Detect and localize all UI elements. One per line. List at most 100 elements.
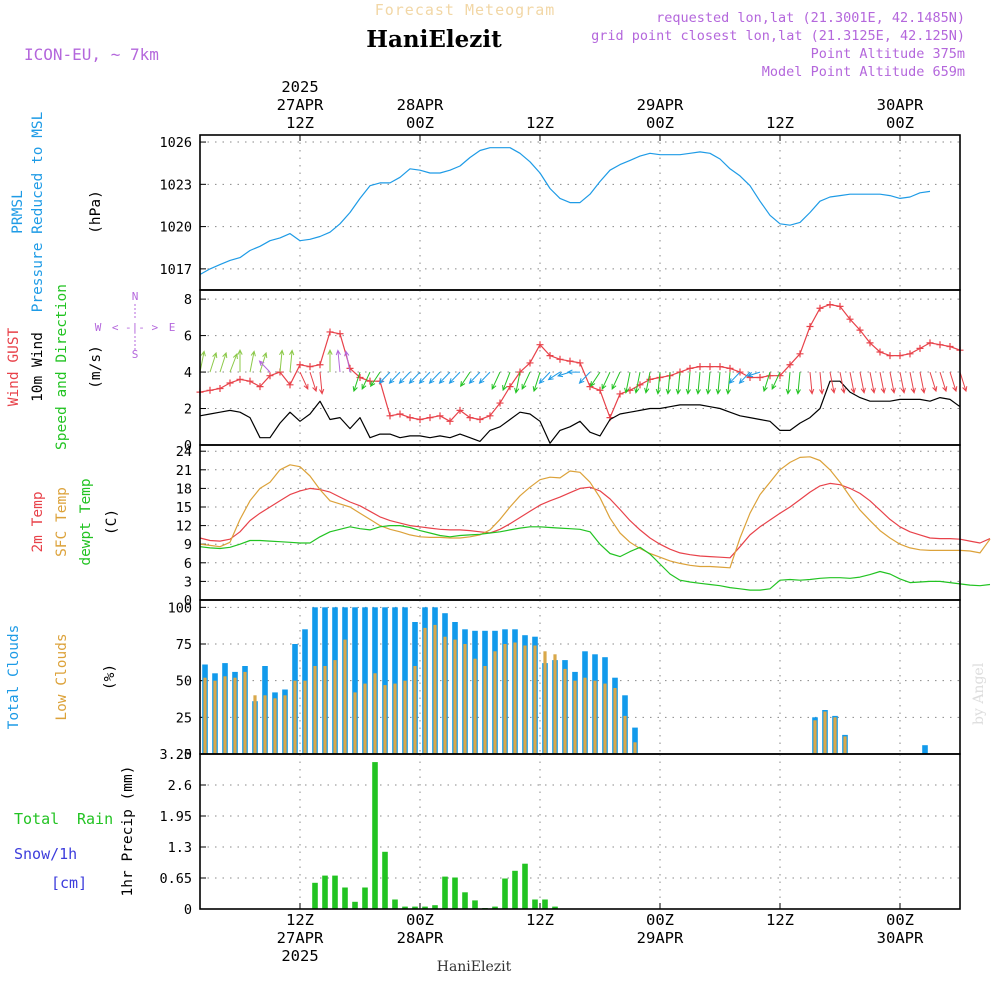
low-cloud-bar <box>503 644 507 754</box>
gust-point <box>586 383 594 391</box>
low-cloud-bar <box>453 639 457 754</box>
precip-bar <box>402 906 408 909</box>
gust-point <box>256 383 264 391</box>
compass-rose: N S W E < -|- > <box>95 290 176 361</box>
y-tick-label: 1023 <box>159 177 192 193</box>
wind-arrow <box>237 348 243 373</box>
legend-rain-label: Rain <box>77 810 113 828</box>
top-time-label: 00Z <box>406 114 434 132</box>
wind-arrow <box>715 372 721 395</box>
precip-bar <box>372 762 378 909</box>
gust-point <box>436 412 444 420</box>
wind-arrow <box>819 372 825 395</box>
low-cloud-bar <box>323 666 327 754</box>
series-pressure-prmsl-line <box>199 147 931 276</box>
wind-arrow <box>249 350 256 373</box>
legend-snow-label: Snow/1h <box>14 845 77 863</box>
gust-point <box>756 374 764 382</box>
low-cloud-bar <box>243 671 247 754</box>
low-cloud-bar <box>333 660 337 754</box>
gust-point <box>496 399 504 407</box>
precip-bar <box>492 906 498 909</box>
precip-bar <box>452 877 458 909</box>
y-tick-label: 8 <box>184 292 192 308</box>
y-tick-label: 6 <box>184 556 192 572</box>
total-cloud-bar <box>632 727 638 754</box>
gust-point <box>466 414 474 422</box>
low-cloud-bar <box>463 644 467 754</box>
wind-arrow <box>335 349 341 373</box>
gust-point <box>406 414 414 422</box>
side-label: dewpt Temp <box>78 478 94 565</box>
wind-arrow <box>785 372 791 395</box>
gust-point <box>916 344 924 352</box>
wind-arrow <box>611 371 621 390</box>
precip-bar <box>522 863 528 909</box>
gridpoint-coords: grid point closest lon,lat (21.3125E, 42… <box>591 28 965 44</box>
series-temperature-sfc-temp-line <box>199 456 991 569</box>
wind-arrow <box>428 371 441 384</box>
wind-arrow <box>299 371 309 390</box>
gust-point <box>896 352 904 360</box>
gust-point <box>846 315 854 323</box>
wind-arrow <box>929 371 938 393</box>
wind-arrow <box>502 371 511 392</box>
precip-bar <box>502 878 508 909</box>
gust-point <box>546 352 554 360</box>
y-tick-label: 0.65 <box>159 871 192 887</box>
gust-point <box>796 350 804 358</box>
gust-point <box>366 377 374 385</box>
gust-point <box>246 377 254 385</box>
low-cloud-bar <box>303 680 307 754</box>
low-cloud-bar <box>523 645 527 754</box>
series-temperature-dewpt-temp <box>199 524 991 591</box>
gust-point <box>776 372 784 380</box>
top-time-label: 00Z <box>886 114 914 132</box>
low-cloud-bar <box>423 627 427 754</box>
side-label: (%) <box>102 664 118 690</box>
total-cloud-bar <box>392 607 398 754</box>
wind-arrow <box>829 372 836 394</box>
gust-point <box>446 417 454 425</box>
wind-arrow <box>352 371 361 393</box>
y-tick-label: 0 <box>184 438 192 454</box>
y-tick-label: 50 <box>176 674 192 690</box>
low-cloud-bar <box>293 680 297 754</box>
gust-point <box>386 412 394 420</box>
precip-bar <box>412 906 418 909</box>
total-cloud-bar <box>922 745 928 754</box>
compass-center: < -|- > <box>112 321 159 334</box>
compass-south: S <box>132 348 139 361</box>
wind-arrow <box>624 372 631 394</box>
y-tick-label: 0 <box>184 747 192 763</box>
low-cloud-bar <box>553 654 557 754</box>
gust-point <box>596 386 604 394</box>
series-wind-10m-wind <box>199 380 961 444</box>
low-cloud-bar <box>833 717 837 754</box>
precip-bar <box>472 900 478 909</box>
low-cloud-bar <box>203 677 207 754</box>
wind-arrow <box>725 372 731 395</box>
gust-point <box>836 302 844 310</box>
wind-arrow <box>491 371 501 390</box>
gust-point <box>866 339 874 347</box>
gust-point <box>876 348 884 356</box>
precip-bar <box>322 875 328 909</box>
gust-point <box>696 363 704 371</box>
gust-point <box>416 415 424 423</box>
low-cloud-bar <box>623 715 627 754</box>
side-label: (C) <box>104 509 120 535</box>
side-label: Pressure Reduced to MSL <box>30 111 46 312</box>
gust-point <box>716 363 724 371</box>
low-cloud-bar <box>393 683 397 754</box>
bottom-time-label: 00Z <box>646 911 674 929</box>
wind-arrow <box>738 371 751 384</box>
model-altitude: Model Point Altitude 659m <box>762 64 965 80</box>
wind-arrow <box>762 371 771 393</box>
low-cloud-bar <box>473 658 477 754</box>
point-altitude: Point Altitude 375m <box>811 46 965 62</box>
top-time-label: 27APR <box>277 96 324 114</box>
wind-arrow <box>309 371 318 393</box>
low-cloud-bar <box>843 736 847 754</box>
precip-bar <box>462 892 468 909</box>
